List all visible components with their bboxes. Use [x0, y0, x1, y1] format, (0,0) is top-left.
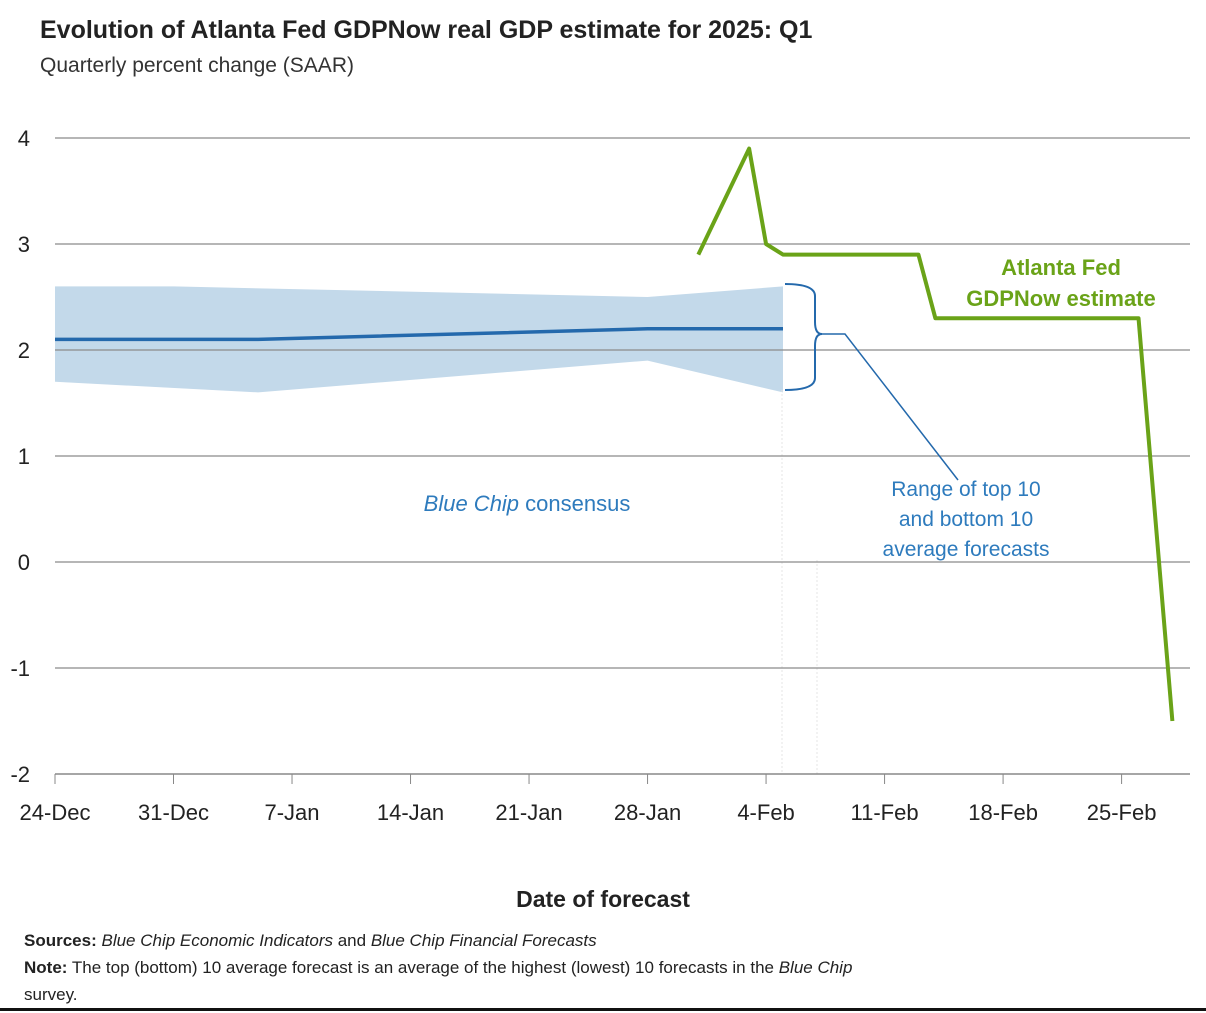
x-tick-label: 28-Jan [614, 800, 681, 825]
x-tick-label: 7-Jan [264, 800, 319, 825]
gdpnow-line [696, 146, 1175, 722]
gdpnow-label: GDPNow estimate [966, 286, 1156, 311]
note-line-end: survey. [24, 985, 78, 1004]
range-label: and bottom 10 [899, 508, 1033, 531]
x-tick-label: 18-Feb [968, 800, 1038, 825]
plot-area: 4 3 2 1 0 -1 -2 24-Dec 31-Dec 7-Jan 14-Jan 21-Jan 28… [10, 126, 1190, 825]
range-label: Range of top 10 [891, 478, 1040, 501]
range-brace [784, 283, 823, 391]
note-line: Note: The top (bottom) 10 average foreca… [24, 958, 853, 977]
sources-line: Sources: Blue Chip Economic Indicators a… [24, 931, 597, 950]
x-tick-label: 24-Dec [20, 800, 91, 825]
y-tick-label: 2 [18, 338, 30, 363]
chart-title: Evolution of Atlanta Fed GDPNow real GDP… [40, 16, 813, 44]
x-tick-label: 4-Feb [737, 800, 794, 825]
y-tick-label: -1 [10, 656, 30, 681]
bottom-rule [0, 1008, 1206, 1011]
x-tick-label: 25-Feb [1087, 800, 1157, 825]
gdpnow-label: Atlanta Fed [1001, 255, 1121, 280]
footnotes: Sources: Blue Chip Economic Indicators a… [24, 927, 852, 1008]
x-tick-label: 11-Feb [851, 800, 919, 825]
x-tick-label: 31-Dec [138, 800, 209, 825]
range-leader-line [822, 333, 959, 481]
x-tick-label: 14-Jan [377, 800, 444, 825]
range-band [55, 286, 783, 393]
bluechip-label: Blue Chip consensus [424, 491, 631, 516]
y-tick-label: 4 [18, 126, 30, 151]
y-tick-label: 1 [18, 444, 30, 469]
y-tick-label: -2 [10, 762, 30, 787]
y-tick-label: 3 [18, 232, 30, 257]
y-tick-label: 0 [18, 550, 30, 575]
bluechip-line [55, 327, 783, 342]
range-label: average forecasts [883, 538, 1050, 561]
x-tick-label: 21-Jan [495, 800, 562, 825]
chart-subtitle: Quarterly percent change (SAAR) [40, 54, 354, 77]
x-axis-label: Date of forecast [516, 886, 690, 912]
